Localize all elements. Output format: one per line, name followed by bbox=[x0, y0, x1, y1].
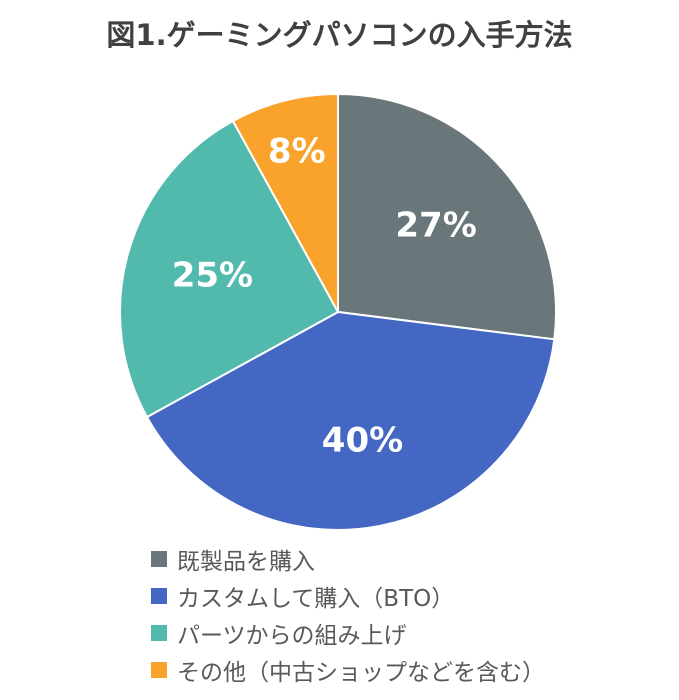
data-label-4: 8% bbox=[268, 132, 326, 172]
legend-item-2: カスタムして購入（BTO） bbox=[151, 577, 545, 614]
legend-item-1: 既製品を購入 bbox=[151, 540, 545, 577]
pie-slice-2 bbox=[145, 310, 556, 531]
legend-item-4: その他（中古ショップなどを含む） bbox=[151, 651, 545, 688]
data-label-1: 27% bbox=[395, 206, 476, 246]
legend-swatch bbox=[151, 587, 167, 604]
data-label-3: 25% bbox=[172, 256, 253, 296]
legend-item-3: パーツからの組み上げ bbox=[151, 614, 545, 651]
pie-slice-4 bbox=[231, 92, 339, 313]
pie-chart: 27% 40% 25% 8% bbox=[119, 92, 557, 531]
data-label-2: 40% bbox=[322, 421, 403, 461]
pie-slice-3 bbox=[119, 119, 340, 419]
legend-label: パーツからの組み上げ bbox=[177, 622, 407, 649]
legend-label: カスタムして購入（BTO） bbox=[177, 585, 455, 612]
pie-slice-1 bbox=[337, 92, 557, 341]
chart-title-main: ゲーミングパソコンの入手方法 bbox=[166, 18, 573, 52]
legend-swatch bbox=[151, 624, 167, 641]
legend-swatch bbox=[151, 661, 167, 678]
chart-title: 図1.ゲーミングパソコンの入手方法 bbox=[0, 12, 679, 54]
legend-label: その他（中古ショップなどを含む） bbox=[177, 659, 545, 686]
chart-title-prefix: 図1. bbox=[106, 18, 167, 52]
legend-swatch bbox=[151, 550, 167, 567]
legend: 既製品を購入カスタムして購入（BTO） パーツからの組み上げその他（中古ショップな… bbox=[151, 540, 545, 688]
legend-label: 既製品を購入 bbox=[177, 548, 315, 575]
